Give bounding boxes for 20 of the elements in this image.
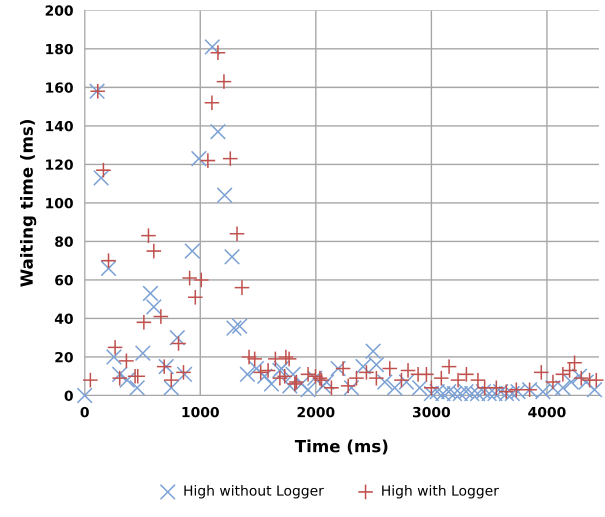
legend-label: High without Logger — [184, 485, 324, 498]
x-tick-label: 1000 — [182, 406, 219, 418]
y-tick-label: 20 — [55, 352, 73, 362]
y-tick-label: 200 — [46, 5, 73, 16]
x-tick-label: 3000 — [412, 406, 450, 418]
y-tick-label: 180 — [46, 44, 73, 54]
x-axis-title: Time (ms) — [294, 440, 388, 454]
x-tick-label: 0 — [80, 406, 89, 418]
y-axis-title: Waiting time (ms) — [20, 120, 36, 287]
y-tick-label: 40 — [54, 313, 73, 324]
y-tick-label: 140 — [46, 120, 73, 132]
y-tick-label: 80 — [55, 236, 73, 247]
y-tick-label: 160 — [46, 82, 73, 93]
y-tick-label: 0 — [64, 390, 73, 401]
y-tick-label: 60 — [55, 274, 73, 286]
y-tick-label: 100 — [46, 198, 73, 208]
x-tick-label: 2000 — [298, 406, 334, 418]
x-tick-label: 4000 — [528, 406, 566, 418]
legend-label: High with Logger — [382, 485, 499, 498]
y-tick-label: 120 — [46, 159, 73, 170]
